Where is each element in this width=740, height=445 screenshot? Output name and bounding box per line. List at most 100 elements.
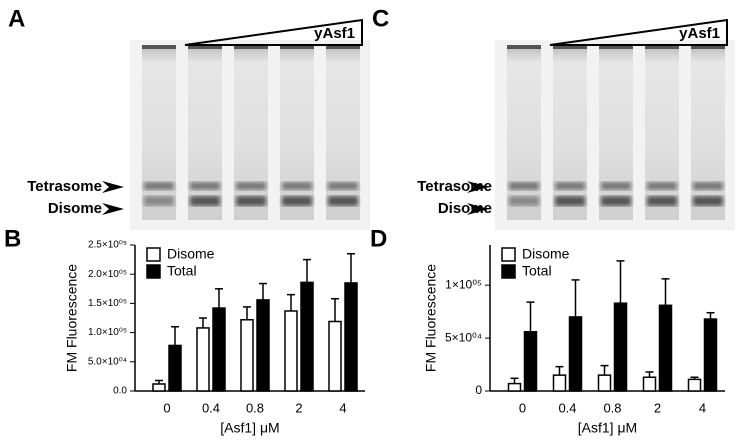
gel-band — [601, 196, 631, 206]
gel-band — [282, 196, 312, 206]
gel-lane — [691, 45, 725, 220]
panel-letter: B — [4, 225, 21, 252]
legend-label: Total — [522, 263, 552, 279]
y-tick-label: 0.0 — [113, 386, 127, 397]
gel-lane — [142, 45, 176, 220]
gel-lane — [553, 45, 587, 220]
y-tick-label: 2.0×10⁰⁵ — [88, 269, 127, 280]
gel-band — [144, 196, 174, 206]
gel-band — [236, 196, 266, 206]
gel-band — [555, 196, 585, 206]
legend-swatch — [146, 264, 161, 279]
x-axis-label: [Asf1] μM — [220, 420, 279, 436]
x-tick-label: 4 — [339, 400, 346, 415]
gel-band — [693, 196, 723, 206]
gel-band — [282, 182, 312, 190]
legend-label: Total — [167, 263, 197, 279]
bar — [552, 374, 567, 392]
gel-well — [599, 45, 633, 49]
gel-well — [280, 45, 314, 49]
x-tick-label: 0.8 — [246, 400, 264, 415]
y-tick-label: 0 — [475, 383, 482, 397]
bar — [523, 331, 538, 392]
gel-lane — [326, 45, 360, 220]
y-tick-label: 1.5×10⁰⁵ — [88, 298, 127, 309]
gel-well — [691, 45, 725, 49]
gel-well — [553, 45, 587, 49]
legend-swatch — [146, 247, 161, 262]
y-tick-label: 1.0×10⁰⁵ — [88, 327, 127, 338]
x-tick-label: 2 — [295, 400, 302, 415]
gel-well — [188, 45, 222, 49]
gel-lane — [507, 45, 541, 220]
gel-band — [647, 182, 677, 190]
bar — [256, 299, 270, 392]
bar — [642, 376, 657, 392]
gel-band — [236, 182, 266, 190]
gel-band — [190, 196, 220, 206]
gel-well — [507, 45, 541, 49]
bar — [168, 344, 182, 392]
bar — [212, 307, 226, 392]
bar — [597, 374, 612, 392]
gel-band — [509, 182, 539, 190]
bar — [240, 319, 254, 392]
legend-swatch — [501, 247, 516, 262]
x-axis-label: [Asf1] μM — [578, 420, 637, 436]
band-label: Disome — [48, 200, 102, 217]
bar — [687, 378, 702, 392]
titration-wedge — [549, 18, 728, 46]
legend-label: Disome — [522, 246, 570, 262]
gel-band — [144, 182, 174, 190]
bar — [344, 282, 358, 392]
gel-band — [647, 196, 677, 206]
gel-band — [328, 196, 358, 206]
gel-band — [190, 182, 220, 190]
y-axis-label: FM Fluorescence — [64, 264, 80, 372]
x-tick-label: 0.8 — [603, 400, 621, 415]
bar — [568, 316, 583, 392]
x-tick-label: 4 — [699, 400, 706, 415]
legend-label: Disome — [167, 246, 215, 262]
bar — [507, 382, 522, 392]
bar — [613, 302, 628, 392]
panel-letter: C — [372, 5, 389, 32]
panel-letter: D — [370, 225, 387, 252]
gel-well — [645, 45, 679, 49]
bar — [703, 318, 718, 392]
x-tick-label: 0 — [163, 400, 170, 415]
arrowhead — [467, 203, 489, 215]
bar — [284, 310, 298, 392]
gels — [130, 40, 735, 230]
y-tick-label: 2.5×10⁰⁵ — [88, 240, 127, 251]
bar — [196, 327, 210, 392]
titration-wedge — [184, 18, 363, 46]
gel-lane — [645, 45, 679, 220]
titration-label: yAsf1 — [314, 25, 355, 42]
arrowhead — [467, 181, 489, 193]
y-axis-label: FM Fluorescence — [423, 264, 439, 372]
bar — [152, 383, 166, 392]
gel-well — [234, 45, 268, 49]
arrowhead — [102, 181, 124, 193]
gel-band — [328, 182, 358, 190]
gel-lane — [188, 45, 222, 220]
bar — [328, 320, 342, 392]
gel-lane — [280, 45, 314, 220]
y-tick-label: 5.0×10⁰⁴ — [88, 356, 127, 367]
gel-well — [326, 45, 360, 49]
panel-letter: A — [8, 5, 25, 32]
x-tick-label: 0.4 — [202, 400, 220, 415]
gel-band — [509, 196, 539, 206]
band-label: Tetrasome — [27, 178, 102, 195]
y-tick-label: 1×10⁰⁵ — [445, 277, 482, 291]
gel-band — [555, 182, 585, 190]
y-tick-label: 5×10⁰⁴ — [445, 330, 482, 344]
gel-lane — [234, 45, 268, 220]
bar — [658, 304, 673, 392]
gel-well — [142, 45, 176, 49]
band-label: Disome — [438, 200, 492, 217]
gel-band — [693, 182, 723, 190]
arrowhead — [102, 203, 124, 215]
